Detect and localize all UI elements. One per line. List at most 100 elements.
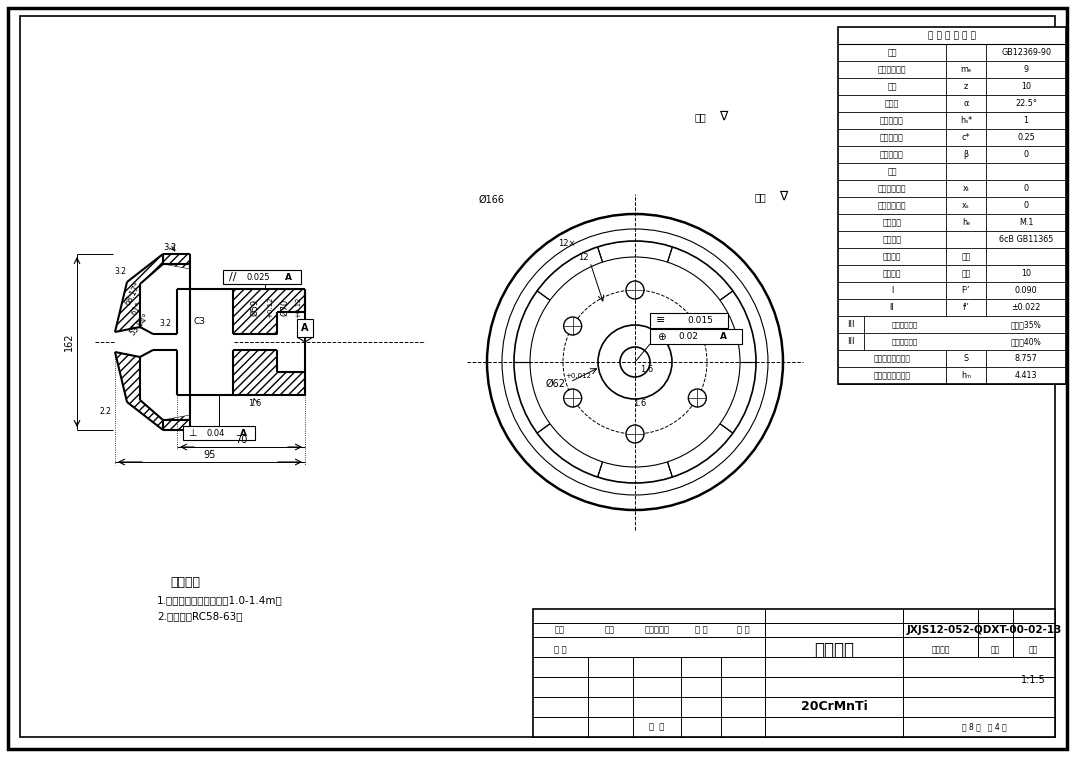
Text: 0: 0 (1023, 201, 1029, 210)
Text: ±0.022: ±0.022 (1012, 303, 1041, 312)
Text: 95: 95 (204, 450, 216, 460)
Text: 图号: 图号 (961, 252, 971, 261)
Text: 接触高接触率: 接触高接触率 (892, 338, 918, 344)
Circle shape (626, 425, 644, 443)
Text: 0: 0 (1023, 184, 1029, 193)
Text: hₘ: hₘ (961, 371, 971, 380)
Bar (95, 222, 415, 462)
Text: Ø70: Ø70 (281, 298, 289, 316)
Text: 更改文件名: 更改文件名 (645, 625, 670, 634)
Polygon shape (115, 327, 177, 357)
Text: 0.02: 0.02 (678, 332, 698, 341)
Text: Fᴵ’: Fᴵ’ (962, 286, 971, 295)
Text: JXJS12-052-QDXT-00-02-13: JXJS12-052-QDXT-00-02-13 (906, 625, 1062, 635)
Text: 9: 9 (1023, 65, 1029, 74)
Text: 大端模数模数: 大端模数模数 (878, 65, 906, 74)
Text: S: S (963, 354, 969, 363)
Text: ∇: ∇ (719, 110, 727, 123)
Text: 大端分度圆弧齿厚: 大端分度圆弧齿厚 (874, 354, 911, 363)
Text: 12: 12 (577, 253, 588, 261)
Text: xₛ: xₛ (962, 201, 970, 210)
Text: fᴵ’: fᴵ’ (962, 303, 970, 312)
Text: 大端齿高: 大端齿高 (883, 218, 902, 227)
Circle shape (469, 196, 801, 528)
Text: 68.17°: 68.17° (123, 281, 143, 307)
Text: 配对齿轮: 配对齿轮 (883, 269, 901, 278)
Text: 齿数: 齿数 (961, 269, 971, 278)
Text: III: III (847, 337, 855, 346)
Bar (533, 609, 1055, 737)
Text: 径向变位系数: 径向变位系数 (878, 201, 906, 210)
Text: I: I (891, 286, 893, 295)
Text: 其余: 其余 (755, 192, 765, 202)
Text: 61°: 61° (130, 301, 144, 317)
Text: 设 计: 设 计 (554, 646, 567, 655)
Text: 不少于35%: 不少于35% (1010, 320, 1042, 329)
Text: 70: 70 (234, 435, 247, 445)
Text: M.1: M.1 (1019, 218, 1033, 227)
Text: 重量: 重量 (990, 646, 1000, 655)
Bar (297, 319, 313, 337)
Text: //: // (229, 272, 236, 282)
Text: +0.12: +0.12 (267, 296, 273, 318)
Text: ⊥: ⊥ (188, 428, 197, 438)
Text: hₐ*: hₐ* (960, 116, 972, 125)
Text: hₑ: hₑ (962, 218, 971, 227)
Text: 3.2: 3.2 (159, 319, 171, 329)
Text: 10: 10 (1021, 82, 1031, 91)
Text: 齿制: 齿制 (887, 48, 897, 57)
Text: 比例: 比例 (1029, 646, 1037, 655)
Text: 共 8 张   第 4 张: 共 8 张 第 4 张 (962, 722, 1006, 731)
Text: β: β (963, 150, 969, 159)
Text: 旋向: 旋向 (887, 167, 897, 176)
Text: A: A (719, 332, 727, 341)
Bar (650, 313, 728, 328)
Text: z: z (964, 82, 969, 91)
Text: 12×: 12× (558, 239, 576, 248)
Bar (183, 426, 255, 440)
Text: 技术要求: 技术要求 (170, 575, 200, 588)
Text: 0.04: 0.04 (206, 428, 225, 438)
Text: 配对齿轮: 配对齿轮 (883, 252, 901, 261)
Text: 1:1.5: 1:1.5 (1020, 675, 1045, 685)
Text: 签 字: 签 字 (694, 625, 707, 634)
Text: ≡: ≡ (657, 316, 665, 326)
Text: 图样标记: 图样标记 (932, 646, 950, 655)
Text: 20CrMnTi: 20CrMnTi (801, 700, 868, 714)
Text: xₜ: xₜ (962, 184, 970, 193)
Text: C3: C3 (194, 317, 206, 326)
Text: 0.015: 0.015 (687, 316, 713, 325)
Text: 4.413: 4.413 (1015, 371, 1037, 380)
Bar (838, 27, 1066, 384)
Text: 中点螺旋角: 中点螺旋角 (880, 150, 904, 159)
Text: II: II (890, 303, 894, 312)
Text: 齿数: 齿数 (887, 82, 897, 91)
Text: 1.6: 1.6 (641, 366, 654, 375)
Text: 53.84°: 53.84° (128, 313, 152, 338)
Text: 3.2: 3.2 (163, 242, 176, 251)
Text: Ø59: Ø59 (250, 298, 259, 316)
Text: 锥 齿 轮 参 数 表: 锥 齿 轮 参 数 表 (928, 31, 976, 40)
Text: 1.6: 1.6 (248, 400, 261, 409)
Text: 齿顶高系数: 齿顶高系数 (880, 116, 904, 125)
Text: 0.025: 0.025 (246, 273, 270, 282)
Text: 8.757: 8.757 (1015, 354, 1037, 363)
Text: 齿顶隙系数: 齿顶隙系数 (880, 133, 904, 142)
Text: 齿形角: 齿形角 (885, 99, 899, 108)
Text: 精度等级: 精度等级 (883, 235, 902, 244)
Text: 大端分度圆弧齿高: 大端分度圆弧齿高 (874, 371, 911, 380)
Text: +0.12: +0.12 (295, 296, 301, 318)
Text: 3.2: 3.2 (114, 267, 126, 276)
Text: Ø166: Ø166 (479, 195, 505, 205)
Text: 0.25: 0.25 (1017, 133, 1035, 142)
Circle shape (688, 317, 706, 335)
Text: GB12369-90: GB12369-90 (1001, 48, 1051, 57)
Text: 162: 162 (64, 333, 74, 351)
Text: 1.6: 1.6 (633, 400, 647, 409)
Circle shape (688, 389, 706, 407)
Circle shape (563, 317, 582, 335)
Text: 1: 1 (1023, 116, 1029, 125)
Text: 日 期: 日 期 (736, 625, 749, 634)
Text: 0: 0 (1023, 150, 1029, 159)
Text: 2.2: 2.2 (99, 407, 111, 416)
